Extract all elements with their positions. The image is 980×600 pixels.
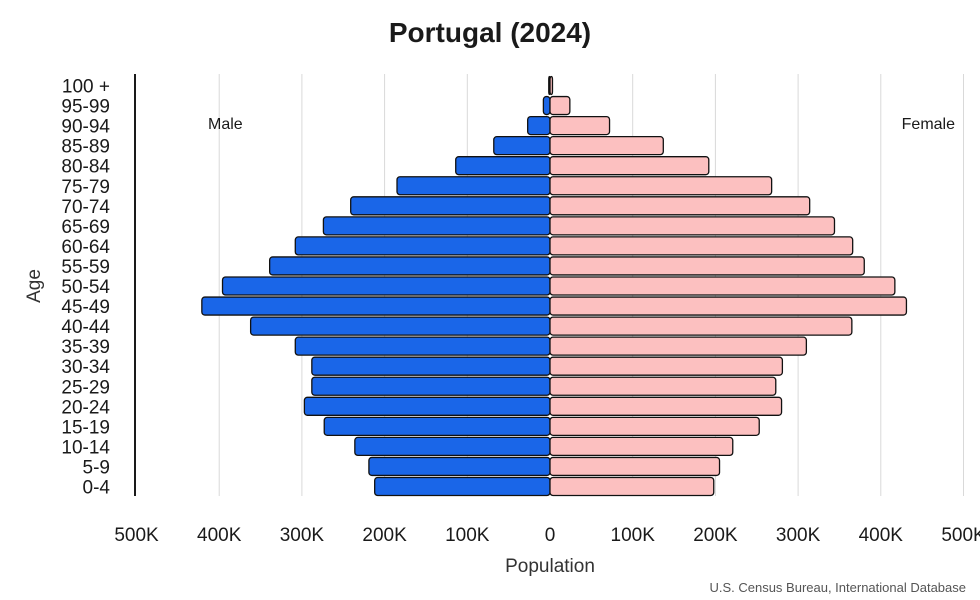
x-tick-label: 500K	[114, 525, 159, 546]
bar-male-90-94	[527, 115, 551, 136]
age-labels: 0-45-910-1415-1920-2425-2930-3435-3940-4…	[61, 77, 110, 499]
legend-male: Male	[208, 116, 243, 133]
bar-male-40-44	[249, 316, 551, 336]
bar-male-50-54	[221, 276, 551, 296]
bar-male-75-79	[396, 176, 551, 196]
bar-female-0-4	[549, 476, 715, 497]
x-tick-label: 0	[545, 525, 556, 546]
age-label: 0-4	[83, 478, 111, 499]
x-tick-label: 200K	[693, 525, 738, 546]
bar-female-40-44	[549, 316, 853, 336]
x-tick-label: 300K	[776, 525, 821, 546]
bar-female-45-49	[549, 296, 908, 316]
bar-male-25-29	[311, 376, 551, 396]
bar-female-35-39	[549, 336, 808, 356]
age-label: 45-49	[61, 297, 110, 318]
bar-male-55-59	[268, 256, 551, 276]
bar-male-15-19	[323, 416, 551, 437]
bars-group	[201, 75, 908, 497]
age-label: 10-14	[61, 437, 110, 458]
age-label: 60-64	[61, 237, 110, 258]
age-label: 90-94	[61, 117, 110, 138]
x-tick-label: 300K	[280, 525, 325, 546]
bar-female-30-34	[549, 356, 784, 376]
legend-female: Female	[902, 116, 955, 133]
bar-female-85-89	[549, 135, 664, 156]
bar-male-95-99	[542, 95, 551, 116]
bar-male-20-24	[303, 396, 551, 416]
bar-male-65-69	[322, 216, 551, 236]
age-label: 95-99	[61, 97, 110, 118]
bar-female-100	[549, 75, 554, 96]
age-label: 100 +	[62, 77, 110, 98]
bar-male-35-39	[294, 336, 551, 356]
bar-female-15-19	[549, 416, 760, 437]
x-tick-label: 100K	[445, 525, 490, 546]
source-note: U.S. Census Bureau, International Databa…	[709, 580, 966, 595]
bar-female-25-29	[549, 376, 777, 396]
age-label: 5-9	[83, 457, 110, 478]
y-axis-title: Age	[24, 269, 45, 303]
bar-male-0-4	[374, 476, 551, 497]
bar-male-80-84	[455, 156, 551, 176]
bar-female-50-54	[549, 276, 896, 296]
age-label: 85-89	[61, 137, 110, 158]
bar-female-65-69	[549, 216, 836, 236]
bar-female-95-99	[549, 95, 571, 116]
bar-female-80-84	[549, 156, 710, 176]
bar-female-20-24	[549, 396, 783, 416]
x-axis-title: Population	[505, 556, 595, 577]
x-tick-label: 500K	[941, 525, 980, 546]
x-tick-labels: 500K 400K 300K 200K 100K 0 100K 200K 300K 400K 500…	[114, 525, 980, 546]
bar-male-5-9	[368, 456, 551, 477]
bar-female-90-94	[549, 115, 611, 136]
age-label: 20-24	[61, 397, 110, 418]
bar-male-85-89	[493, 135, 551, 156]
age-label: 35-39	[61, 337, 110, 358]
age-label: 55-59	[61, 257, 110, 278]
x-tick-label: 400K	[859, 525, 904, 546]
bar-female-60-64	[549, 236, 854, 256]
x-tick-label: 400K	[197, 525, 242, 546]
bar-female-5-9	[549, 456, 721, 477]
age-label: 25-29	[61, 377, 110, 398]
bar-female-75-79	[549, 176, 773, 196]
age-label: 40-44	[61, 317, 110, 338]
age-label: 75-79	[61, 177, 110, 198]
x-tick-label: 100K	[611, 525, 656, 546]
age-label: 50-54	[61, 277, 110, 298]
age-label: 70-74	[61, 197, 110, 218]
bar-female-70-74	[549, 196, 811, 216]
bar-male-10-14	[354, 436, 551, 457]
age-label: 15-19	[61, 417, 110, 438]
bar-male-45-49	[201, 296, 551, 316]
age-label: 65-69	[61, 217, 110, 238]
age-label: 30-34	[61, 357, 110, 378]
bar-female-55-59	[549, 256, 865, 276]
age-label: 80-84	[61, 157, 110, 178]
chart-title: Portugal (2024)	[389, 17, 591, 48]
bar-male-60-64	[294, 236, 551, 256]
x-tick-label: 200K	[362, 525, 407, 546]
bar-female-10-14	[549, 436, 734, 457]
bar-male-70-74	[350, 196, 551, 216]
bar-male-30-34	[311, 356, 551, 376]
